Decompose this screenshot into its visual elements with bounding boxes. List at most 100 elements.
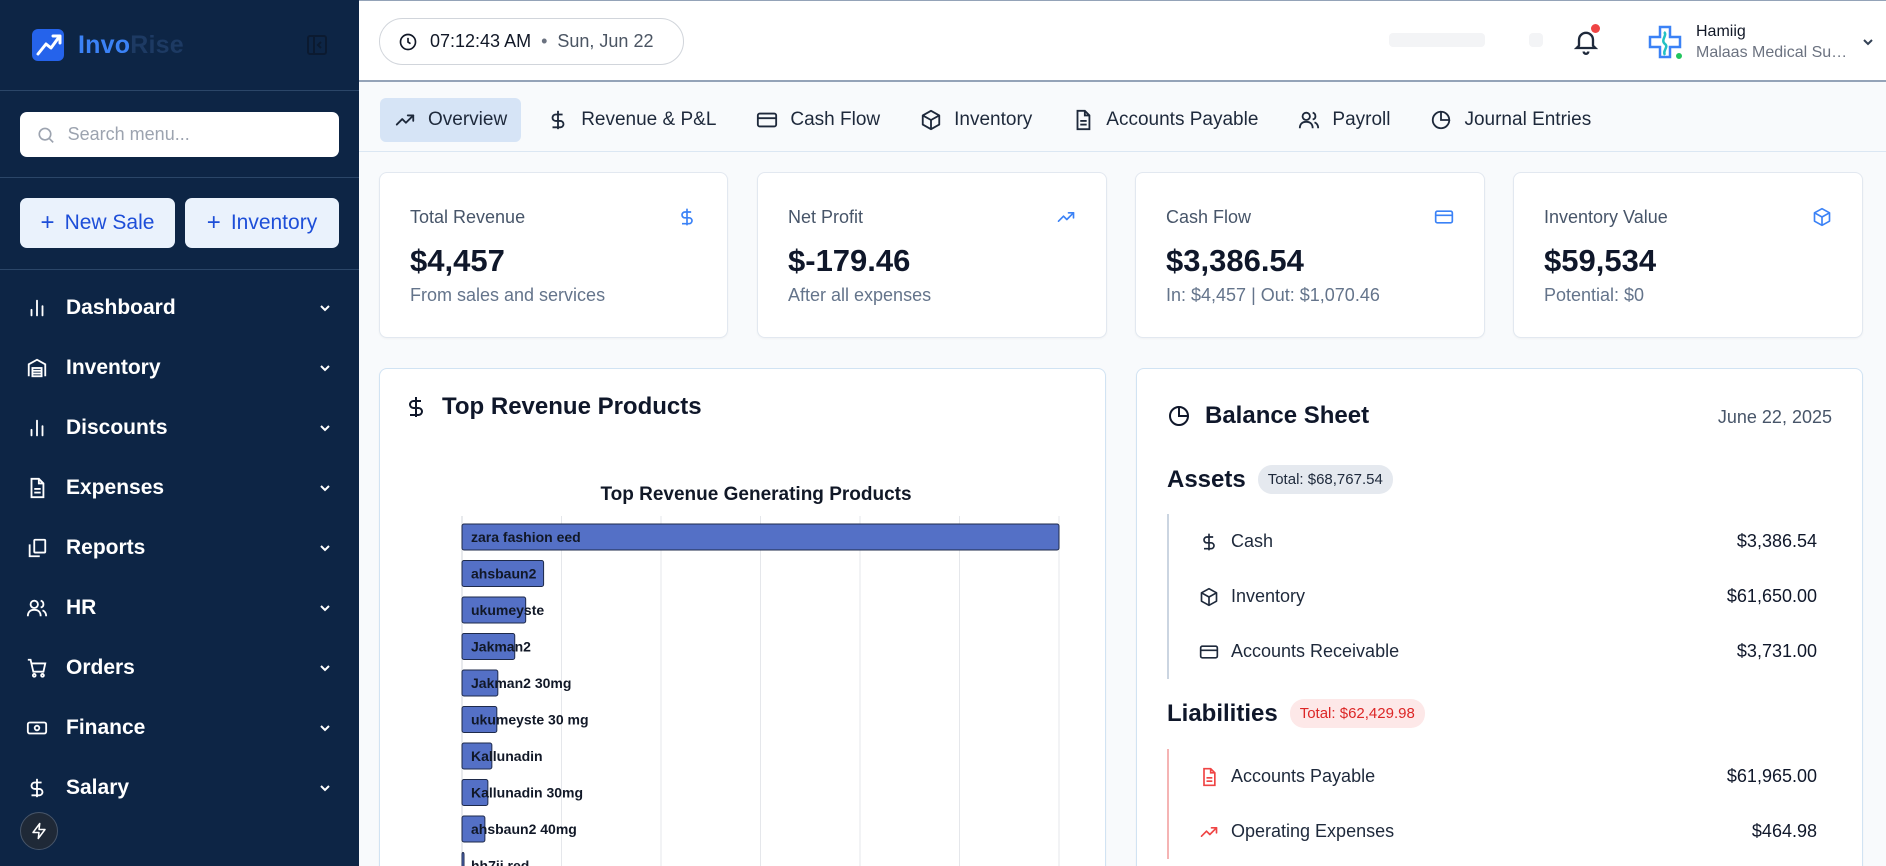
- chart-bar: [461, 779, 489, 806]
- file-text-icon: [1076, 109, 1091, 130]
- tab-payroll[interactable]: Payroll: [1284, 98, 1404, 142]
- trending-up-icon: [395, 114, 415, 125]
- sidebar-item-orders[interactable]: Orders: [0, 638, 359, 698]
- search-section: [0, 91, 359, 178]
- logo-icon: [32, 29, 64, 61]
- sidebar-item-hr[interactable]: HR: [0, 578, 359, 638]
- pie-chart-icon: [1432, 110, 1451, 129]
- inventory-quick-button[interactable]: + Inventory: [185, 198, 339, 248]
- chart-bar-label: hh7ii red: [471, 858, 529, 866]
- card-title-label: Balance Sheet: [1205, 402, 1370, 429]
- kpi-value: $3,386.54: [1166, 243, 1304, 278]
- kpi-total-revenue: Total Revenue $4,457 From sales and serv…: [379, 172, 728, 338]
- box-icon: [1813, 207, 1831, 227]
- sidebar-item-expenses[interactable]: Expenses: [0, 458, 359, 518]
- sidebar-item-discounts[interactable]: Discounts: [0, 398, 359, 458]
- search-icon: [38, 127, 54, 143]
- kpi-label: Inventory Value: [1544, 207, 1668, 227]
- kpi-subtext: After all expenses: [788, 285, 932, 305]
- sidebar-item-dashboard[interactable]: Dashboard: [0, 278, 359, 338]
- asset-row-cash: Cash $3,386.54: [1169, 514, 1817, 569]
- kpi-value: $-179.46: [788, 243, 911, 278]
- kpi-subtext: In: $4,457 | Out: $1,070.46: [1166, 285, 1380, 305]
- chevron-down-icon: [320, 605, 330, 612]
- tab-label: Accounts Payable: [1106, 108, 1259, 130]
- bolt-icon: [32, 822, 46, 840]
- trending-up-icon: [1057, 212, 1075, 222]
- sidebar-collapse-icon[interactable]: [305, 33, 329, 57]
- users-icon: [26, 599, 48, 617]
- sidebar-nav: Dashboard Inventory Discounts Expenses R…: [0, 270, 359, 818]
- credit-card-icon: [1199, 644, 1219, 659]
- file-text-icon: [1203, 767, 1216, 786]
- sidebar-item-label: Finance: [66, 716, 146, 739]
- dollar-icon: [1203, 533, 1215, 550]
- chart-bar: [461, 669, 499, 697]
- tab-cash-flow[interactable]: Cash Flow: [742, 98, 894, 142]
- asset-row-inventory: Inventory $61,650.00: [1169, 569, 1817, 624]
- sidebar-item-label: HR: [66, 596, 97, 619]
- online-status-dot: [1674, 51, 1684, 61]
- sidebar-item-finance[interactable]: Finance: [0, 698, 359, 758]
- user-name[interactable]: Hamiig: [1696, 23, 1746, 40]
- sidebar-item-label: Dashboard: [66, 296, 176, 319]
- brand-name: InvoRise: [78, 31, 184, 60]
- kpi-label: Total Revenue: [410, 207, 526, 227]
- chart-bar: [461, 815, 486, 843]
- chevron-down-icon: [320, 785, 330, 792]
- user-company[interactable]: Malaas Medical Supplies: [1696, 44, 1848, 61]
- chevron-down-icon[interactable]: [1860, 34, 1876, 50]
- row-amount: $3,386.54: [1736, 531, 1817, 551]
- sidebar: InvoRise + New Sale + Inventory Dashboard …: [0, 0, 359, 866]
- search-input[interactable]: [67, 124, 323, 145]
- chart-bar-label: ukumeyste 30 mg: [471, 712, 589, 728]
- brand-name-part2: Rise: [130, 30, 184, 59]
- top-revenue-products-card: Top Revenue Generating Products zara fash…: [379, 368, 1106, 866]
- sidebar-item-label: Reports: [66, 536, 146, 559]
- chevron-down-icon: [320, 425, 330, 432]
- dollar-icon: [551, 110, 565, 129]
- brand: InvoRise: [0, 0, 359, 91]
- bell-icon[interactable]: [1572, 27, 1600, 55]
- row-name: Cash: [1231, 531, 1274, 551]
- kpi-subtext: Potential: $0: [1544, 285, 1645, 305]
- kpi-label: Cash Flow: [1166, 207, 1252, 227]
- clock-icon: [399, 33, 417, 50]
- chevron-down-icon: [320, 725, 330, 732]
- tab-accounts-payable[interactable]: Accounts Payable: [1058, 98, 1272, 142]
- chart-bar-label: Kallunadin: [471, 748, 543, 764]
- faded-placeholder: [1529, 33, 1543, 47]
- row-amount: $61,965.00: [1726, 766, 1817, 786]
- brand-name-part1: Invo: [78, 30, 131, 59]
- chart-bar: [461, 852, 465, 866]
- chevron-down-icon: [320, 545, 330, 552]
- new-sale-button[interactable]: + New Sale: [20, 198, 175, 248]
- liabilities-total-badge: Total: $62,429.98: [1289, 699, 1425, 728]
- clock-pill: 07:12:43 AM • Sun, Jun 22: [379, 18, 684, 65]
- tab-inventory[interactable]: Inventory: [906, 98, 1046, 142]
- kpi-label: Net Profit: [788, 207, 864, 227]
- kpi-net-profit: Net Profit $-179.46 After all expenses: [757, 172, 1107, 338]
- chart-bar: [461, 523, 1060, 551]
- plus-icon: +: [206, 209, 221, 236]
- tab-revenue-pl[interactable]: Revenue & P&L: [533, 98, 730, 142]
- dollar-icon: [681, 208, 693, 226]
- quick-bolt-button[interactable]: [20, 812, 58, 850]
- tab-overview[interactable]: Overview: [380, 97, 522, 142]
- faded-placeholder: [1389, 33, 1485, 47]
- sidebar-item-reports[interactable]: Reports: [0, 518, 359, 578]
- current-time: 07:12:43 AM: [430, 31, 532, 51]
- sidebar-item-salary[interactable]: Salary: [0, 758, 359, 818]
- liability-row-accounts-payable: Accounts Payable $61,965.00: [1169, 749, 1817, 804]
- banknote-icon: [26, 721, 48, 735]
- cart-icon: [27, 658, 47, 678]
- sidebar-item-inventory[interactable]: Inventory: [0, 338, 359, 398]
- assets-total-badge: Total: $68,767.54: [1257, 465, 1393, 494]
- balance-sheet-title: Balance Sheet: [1167, 402, 1369, 430]
- notification-dot: [1591, 24, 1600, 33]
- kpi-cash-flow: Cash Flow $3,386.54 In: $4,457 | Out: $1…: [1135, 172, 1485, 338]
- liability-row-operating-expenses: Operating Expenses $464.98: [1169, 804, 1817, 859]
- tab-journal-entries[interactable]: Journal Entries: [1416, 98, 1605, 142]
- liabilities-heading: Liabilities: [1167, 699, 1278, 727]
- pie-chart-icon: [1169, 405, 1190, 426]
